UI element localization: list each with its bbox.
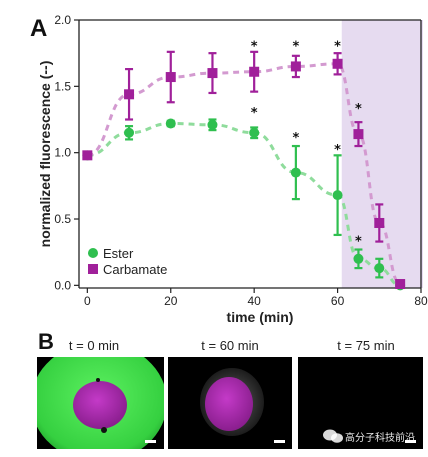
data-point (374, 217, 385, 228)
y-tick-label: 2.0 (54, 13, 71, 27)
scale-bar (274, 440, 285, 443)
x-axis-title: time (min) (227, 309, 294, 325)
x-tick-label: 40 (247, 294, 261, 308)
legend-label: Carbamate (103, 262, 167, 277)
y-tick-label: 1.5 (54, 79, 71, 93)
significance-star: * (334, 143, 341, 158)
data-point (374, 263, 385, 274)
micrograph-t60 (168, 357, 292, 449)
x-tick-label: 60 (331, 294, 345, 308)
watermark: 高分子科技前沿 (323, 429, 415, 444)
debris-dot (96, 378, 100, 382)
legend-label: Ester (103, 246, 134, 261)
y-axis-title: normalized fluorescence (--) (37, 61, 53, 248)
y-tick-label: 0.0 (54, 278, 71, 292)
data-point (332, 190, 343, 201)
data-point (165, 72, 176, 83)
data-point (353, 253, 364, 264)
shaded-region (341, 20, 423, 288)
data-point (82, 150, 93, 161)
debris-dot (101, 427, 107, 433)
watermark-text: 高分子科技前沿 (345, 431, 415, 444)
data-point (395, 279, 406, 290)
micrograph-panel: t = 0 min (37, 338, 423, 449)
x-tick-label: 0 (84, 294, 91, 308)
panel-a-label: A (30, 15, 47, 42)
data-point (290, 61, 301, 72)
magenta-core (205, 377, 253, 431)
series-carbamate (82, 50, 406, 290)
data-point (353, 129, 364, 140)
data-point (124, 89, 135, 100)
series-line (87, 121, 401, 287)
significance-star: * (251, 40, 258, 55)
image-title-t60: t = 60 min (201, 338, 258, 353)
magenta-core (73, 381, 127, 429)
legend-marker (88, 248, 98, 258)
data-point (332, 58, 343, 69)
x-tick-label: 80 (414, 294, 428, 308)
micrograph-background (298, 357, 423, 449)
data-point (207, 119, 218, 130)
significance-star: * (292, 131, 299, 146)
data-point (290, 167, 301, 178)
significance-star: * (292, 40, 299, 55)
legend-marker (88, 264, 98, 274)
axes: 0 20 40 60 80 0.0 0.5 1.0 1.5 2.0 (54, 13, 428, 308)
x-tick-label: 20 (164, 294, 178, 308)
data-point (207, 68, 218, 79)
micrograph-t75: 高分子科技前沿 (298, 357, 423, 449)
data-point (124, 127, 135, 138)
panel-b-label: B (38, 329, 54, 354)
data-point (165, 118, 176, 129)
wechat-icon (323, 429, 343, 443)
significance-star: * (334, 40, 341, 55)
significance-star: * (251, 106, 258, 121)
y-tick-label: 0.5 (54, 212, 71, 226)
significance-star: * (355, 235, 362, 250)
y-tick-label: 1.0 (54, 146, 71, 160)
scale-bar (145, 440, 156, 443)
line-chart: 0 20 40 60 80 0.0 0.5 1.0 1.5 2.0 * * * * * * * * time … (37, 13, 428, 325)
scale-bar (405, 440, 416, 443)
image-title-t75: t = 75 min (337, 338, 394, 353)
data-point (249, 66, 260, 77)
micrograph-t0 (37, 357, 164, 449)
image-title-t0: t = 0 min (69, 338, 119, 353)
significance-star: * (355, 102, 362, 117)
data-point (249, 127, 260, 138)
